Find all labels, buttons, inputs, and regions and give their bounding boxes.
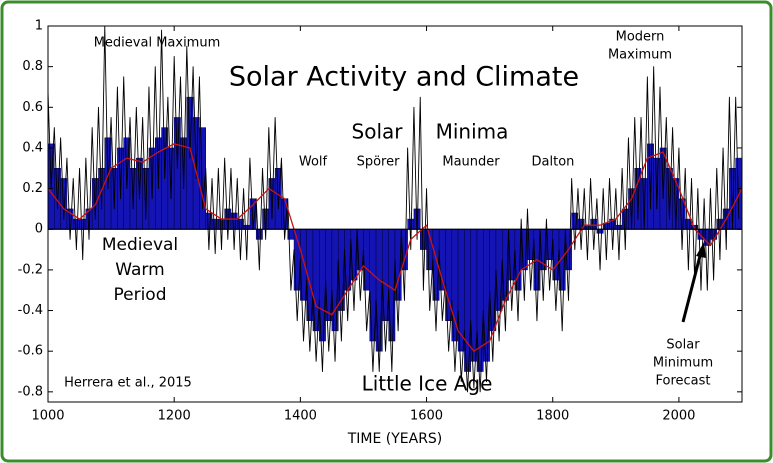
x-tick-label: 1400 (284, 409, 317, 424)
bar (684, 218, 692, 230)
bar (205, 212, 213, 230)
x-tick-label: 1200 (158, 409, 191, 424)
plot-frame (47, 25, 743, 403)
annotation: Period (113, 285, 166, 305)
y-tick-label: 0 (35, 222, 43, 237)
y-tick-label: 0.2 (22, 181, 43, 196)
bar (268, 178, 276, 230)
bar (666, 168, 673, 230)
y-tick-label: -0.2 (18, 262, 43, 277)
bar (237, 218, 244, 230)
bar (60, 178, 68, 230)
annotation: Spörer (357, 155, 401, 170)
bar (243, 224, 251, 230)
chart-title: Solar Activity and Climate (229, 62, 579, 93)
bar (375, 228, 383, 352)
y-tick-label: -0.4 (18, 303, 43, 318)
bar (710, 228, 718, 240)
annotation: Minima (436, 120, 509, 144)
bar (615, 224, 623, 230)
y-tick-label: -0.6 (18, 344, 43, 359)
bar (79, 218, 87, 230)
annotation: Forecast (655, 374, 710, 389)
y-tick-label: -0.8 (18, 384, 43, 399)
annotation: Warm (115, 260, 164, 280)
annotation: Modern (616, 30, 665, 45)
annotation: Maximum (608, 48, 672, 63)
bar (621, 208, 629, 230)
x-tick-label: 1600 (410, 409, 443, 424)
plot-area (47, 25, 743, 393)
bar (211, 218, 219, 230)
annotation: Little Ice Age (362, 372, 493, 396)
y-tick-label: 0.6 (22, 100, 43, 115)
annotation: Medieval (102, 235, 178, 255)
annotation: Minimum (653, 356, 713, 371)
x-tick-label: 2000 (662, 409, 695, 424)
y-tick-label: 1 (35, 19, 43, 34)
bar (218, 218, 225, 230)
x-axis-label: TIME (YEARS) (347, 431, 443, 447)
annotation: Solar (666, 338, 700, 353)
annotation: Maunder (442, 155, 500, 170)
annotation: Herrera et al., 2015 (64, 376, 192, 391)
annotation: Wolf (299, 155, 328, 170)
annotation: Medieval Maximum (94, 36, 221, 51)
y-tick-label: 0.4 (22, 140, 43, 155)
bar (716, 218, 724, 230)
bar (186, 96, 194, 230)
bar (142, 168, 150, 230)
data-line (47, 143, 743, 352)
y-tick-label: 0.8 (22, 59, 43, 74)
bar (230, 212, 238, 230)
forecast-arrowhead (696, 242, 706, 258)
annotation: Dalton (532, 155, 575, 170)
x-tick-label: 1800 (536, 409, 569, 424)
bar (255, 228, 263, 240)
bar (407, 218, 415, 230)
bar (173, 117, 181, 230)
annotation: Solar (352, 120, 404, 144)
forecast-arrow (681, 251, 703, 323)
x-tick-label: 1000 (31, 409, 64, 424)
bar (72, 218, 80, 230)
